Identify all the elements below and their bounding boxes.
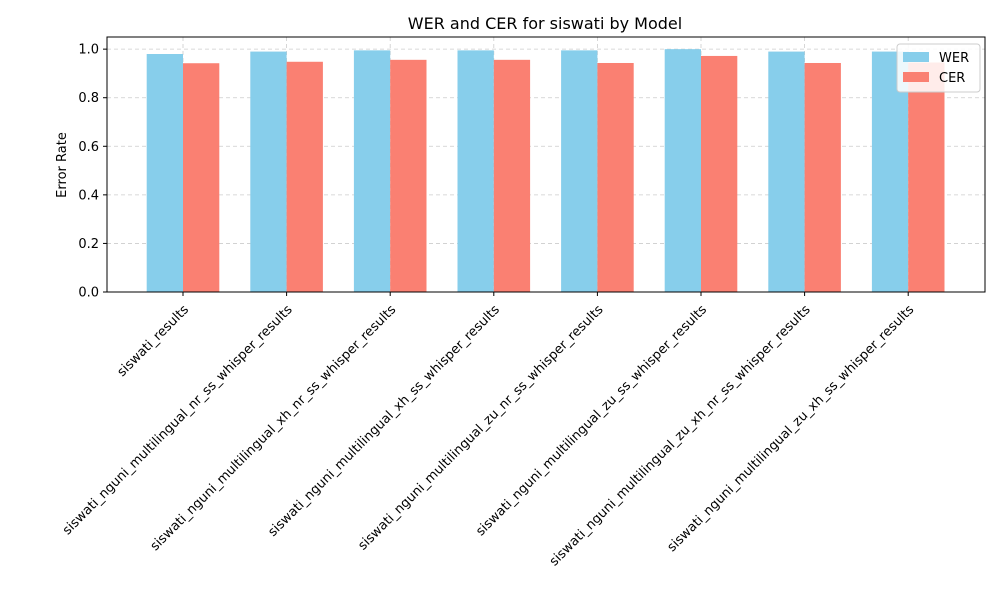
x-tick-label: siswati_nguni_multilingual_zu_nr_ss_whis… [355,302,606,553]
x-tick-label: siswati_nguni_multilingual_xh_nr_ss_whis… [148,302,400,554]
grid-lines [107,37,985,293]
y-axis-label: Error Rate [55,132,70,198]
y-tick-label: 0.2 [78,237,99,252]
bar-cer-3 [493,59,531,293]
y-tick-label: 0.0 [78,286,99,301]
x-tick-label: siswati_nguni_multilingual_zu_ss_whisper… [473,302,710,539]
bar-cer-0 [183,63,220,292]
bar-wer-0 [146,54,183,292]
axes [106,36,986,293]
y-axis-ticks: 0.0 0.2 0.4 0.6 0.8 1.0 [78,43,107,301]
bar-wer-3 [457,50,494,292]
bar-wer-2 [353,50,391,292]
bar-cer-2 [390,59,427,293]
legend-label-wer: WER [939,51,969,66]
legend-swatch-wer [903,52,929,62]
bar-wer-1 [250,51,287,293]
x-tick-label: siswati_results [115,302,193,380]
bars [146,49,945,293]
y-tick-label: 0.6 [78,140,99,155]
x-axis-ticks: siswati_resultssiswati_nguni_multilingua… [60,292,917,569]
bar-cer-4 [597,62,634,292]
bar-wer-6 [768,51,805,293]
x-tick-label: siswati_nguni_multilingual_zu_xh_ss_whis… [665,302,918,555]
legend: WER CER [896,43,981,93]
x-tick-label: siswati_nguni_multilingual_xh_ss_whisper… [265,302,503,540]
y-tick-label: 0.8 [78,91,99,106]
bar-cer-7 [908,62,945,292]
bar-cer-1 [286,61,323,293]
y-tick-label: 1.0 [78,43,99,58]
bar-cer-5 [701,55,738,292]
legend-swatch-cer [903,72,929,82]
bar-wer-4 [561,50,598,292]
bar-cer-6 [804,62,841,292]
x-tick-label: siswati_nguni_multilingual_nr_ss_whisper… [60,302,296,538]
bar-wer-5 [664,49,701,293]
chart-title: WER and CER for siswati by Model [408,14,682,33]
legend-label-cer: CER [939,71,965,86]
y-tick-label: 0.4 [78,188,99,203]
plot-frame [106,36,986,293]
